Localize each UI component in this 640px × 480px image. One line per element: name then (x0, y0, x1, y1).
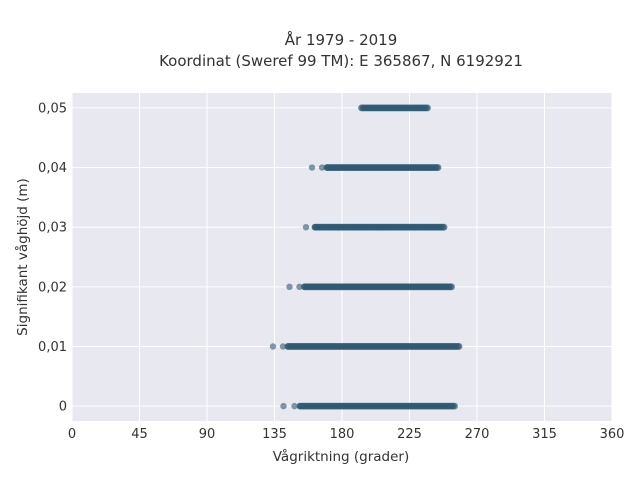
x-tick-label: 360 (600, 427, 625, 442)
y-tick-label: 0,04 (38, 161, 67, 176)
x-tick-label: 315 (532, 427, 557, 442)
data-point (269, 343, 277, 350)
point-band (269, 343, 463, 350)
y-axis-title: Signifikant våghöjd (m) (14, 178, 31, 336)
y-tick-label: 0,05 (38, 101, 67, 116)
x-tick-label: 180 (330, 427, 355, 442)
y-tick-label: 0,02 (38, 280, 67, 295)
x-axis-ticks: 0 45 90 135 180 225 270 315 360 (68, 427, 625, 442)
chart-title-line-2: Koordinat (Sweref 99 TM): E 365867, N 61… (159, 52, 523, 70)
x-axis-title: Vågriktning (grader) (273, 448, 410, 465)
x-tick-label: 225 (397, 427, 422, 442)
point-band (302, 223, 448, 231)
data-point (424, 104, 431, 112)
data-point (451, 402, 458, 410)
data-point (448, 283, 455, 291)
data-point (302, 223, 310, 231)
x-tick-label: 0 (68, 427, 76, 442)
chart-title-line-1: År 1979 - 2019 (285, 30, 398, 49)
point-band (286, 283, 455, 291)
data-point (308, 164, 316, 171)
data-point (318, 164, 326, 171)
data-point (296, 283, 303, 291)
y-axis-ticks: 0 0,01 0,02 0,03 0,04 0,05 (38, 101, 67, 414)
data-points (269, 104, 463, 410)
data-point (286, 283, 293, 291)
data-point (455, 343, 463, 350)
x-tick-label: 90 (199, 427, 216, 442)
x-tick-label: 270 (465, 427, 490, 442)
data-point (279, 343, 287, 350)
data-point (440, 223, 448, 231)
x-tick-label: 45 (131, 427, 148, 442)
data-point (280, 402, 287, 410)
point-band (280, 402, 458, 410)
point-band (358, 104, 431, 112)
y-tick-label: 0 (59, 400, 67, 415)
data-point (434, 164, 442, 171)
point-band (308, 164, 442, 171)
y-tick-label: 0,01 (38, 340, 67, 355)
y-tick-label: 0,03 (38, 221, 67, 236)
x-tick-label: 135 (262, 427, 287, 442)
data-point (291, 402, 298, 410)
